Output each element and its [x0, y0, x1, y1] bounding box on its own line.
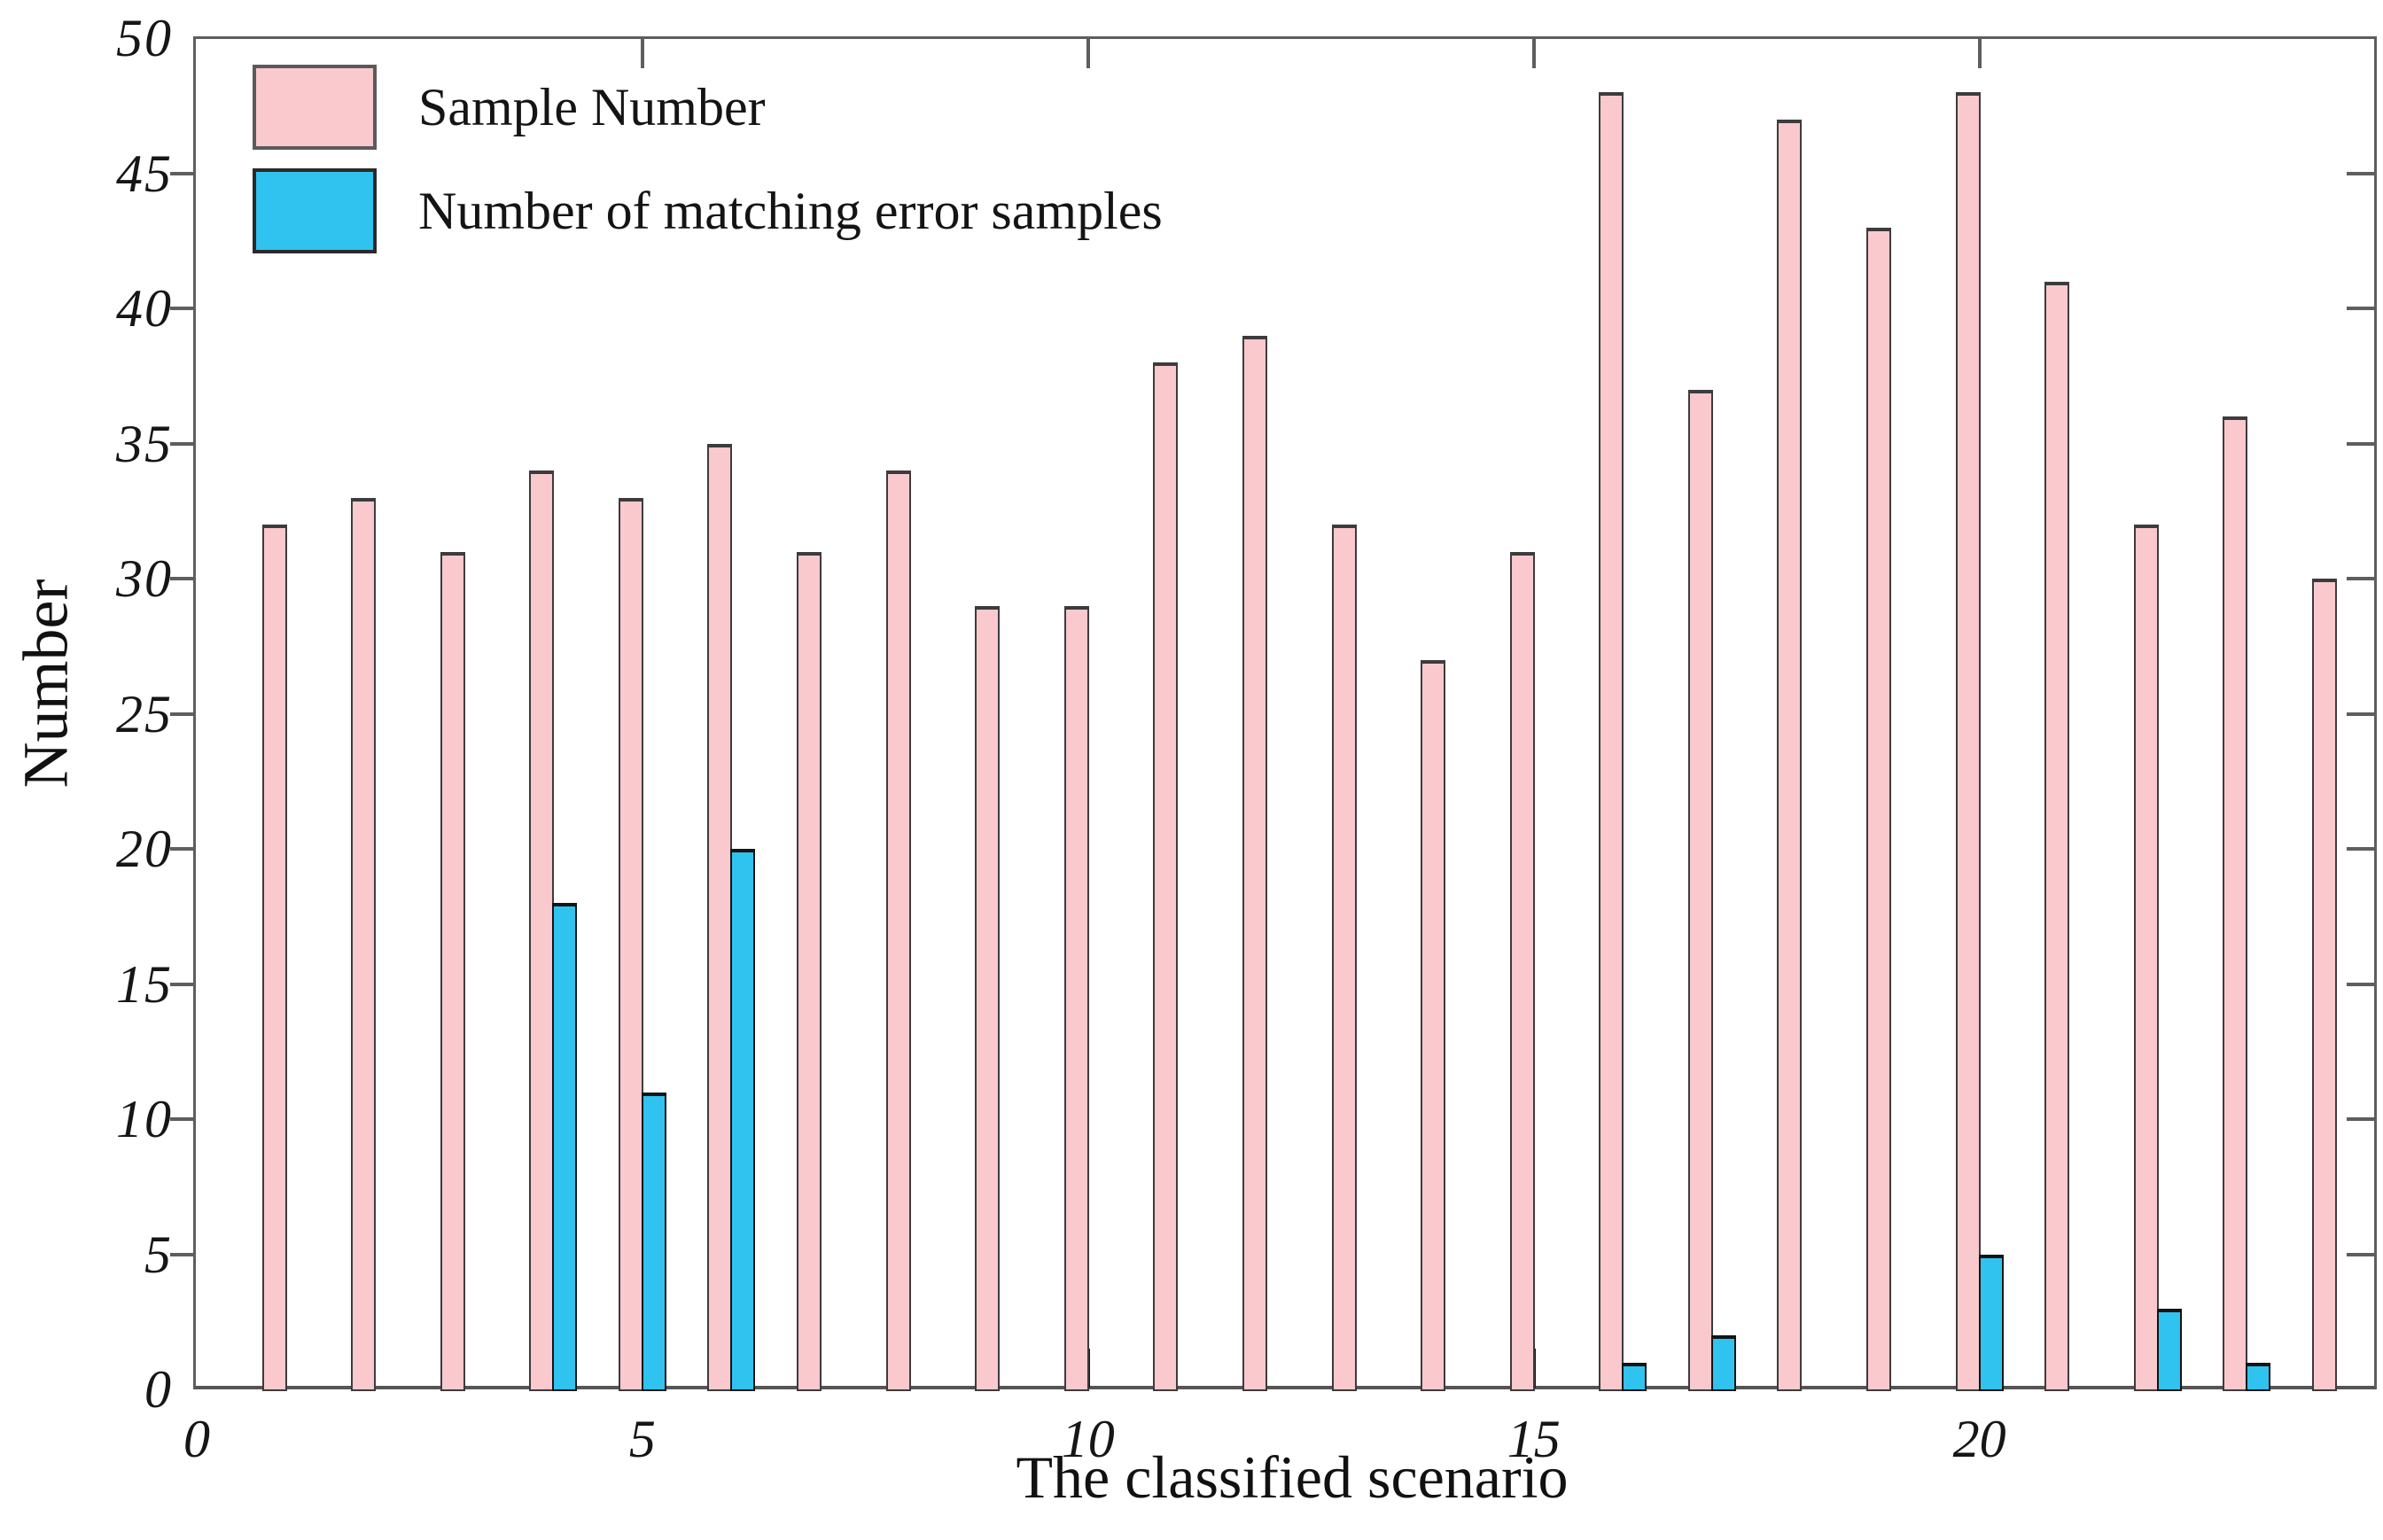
- y-tick-right-40: [2347, 307, 2377, 310]
- y-tick-label-5: 5: [144, 1225, 173, 1284]
- bar-sample-scenario-21: [2044, 281, 2070, 1391]
- x-tick-top-15: [1531, 38, 1536, 68]
- legend-label-sample-number: Sample Number: [418, 78, 766, 136]
- x-tick-label-0: 0: [183, 1410, 210, 1468]
- bar-error-scenario-20: [1978, 1254, 2004, 1391]
- x-tick-top-5: [640, 38, 644, 68]
- y-tick-left-40: [170, 307, 193, 310]
- x-tick-label-20: 20: [1952, 1410, 2006, 1468]
- bar-sample-scenario-16: [1599, 92, 1624, 1391]
- y-tick-label-45: 45: [116, 144, 173, 203]
- x-axis-title: The classified scenario: [1016, 1443, 1569, 1511]
- x-tick-top-10: [1086, 38, 1090, 68]
- y-tick-left-15: [170, 982, 193, 986]
- bar-sample-scenario-15: [1509, 551, 1535, 1391]
- bar-sample-scenario-9: [975, 605, 1001, 1391]
- x-tick-label-5: 5: [628, 1410, 656, 1468]
- y-tick-left-30: [170, 577, 193, 580]
- y-tick-right-5: [2347, 1252, 2377, 1256]
- bar-sample-scenario-22: [2133, 525, 2159, 1391]
- bar-sample-scenario-14: [1421, 659, 1446, 1391]
- y-tick-left-35: [170, 441, 193, 446]
- y-tick-left-20: [170, 847, 193, 851]
- bar-sample-scenario-23: [2223, 416, 2248, 1391]
- y-tick-right-45: [2347, 171, 2377, 175]
- legend-swatch-sample-number: [253, 65, 377, 150]
- y-tick-left-5: [170, 1252, 193, 1256]
- bar-sample-scenario-18: [1777, 119, 1803, 1391]
- bar-error-scenario-6: [730, 849, 756, 1391]
- bar-sample-scenario-8: [885, 471, 911, 1391]
- x-tick-label-15: 15: [1507, 1410, 1561, 1468]
- y-tick-label-30: 30: [116, 549, 173, 608]
- bar-error-scenario-5: [641, 1092, 666, 1391]
- y-tick-right-10: [2347, 1117, 2377, 1121]
- bar-sample-scenario-19: [1866, 227, 1892, 1391]
- x-tick-top-20: [1977, 38, 1982, 68]
- y-tick-label-35: 35: [116, 414, 173, 473]
- bar-sample-scenario-1: [261, 525, 287, 1391]
- y-tick-left-25: [170, 712, 193, 716]
- bar-error-scenario-23: [2246, 1362, 2271, 1391]
- bar-sample-scenario-3: [440, 551, 465, 1391]
- bar-sample-scenario-12: [1242, 335, 1267, 1391]
- y-tick-right-25: [2347, 712, 2377, 716]
- bar-sample-scenario-17: [1687, 389, 1713, 1391]
- bar-sample-scenario-2: [351, 497, 377, 1391]
- y-tick-label-40: 40: [116, 279, 173, 338]
- y-tick-label-15: 15: [116, 954, 173, 1014]
- bar-sample-scenario-10: [1063, 605, 1089, 1391]
- bar-sample-scenario-24: [2311, 579, 2337, 1391]
- bar-error-scenario-17: [1710, 1335, 1736, 1391]
- bar-error-scenario-16: [1622, 1362, 1647, 1391]
- bar-error-scenario-4: [552, 903, 578, 1391]
- y-tick-label-50: 50: [116, 9, 173, 67]
- bar-sample-scenario-20: [1955, 92, 1981, 1391]
- bar-sample-scenario-6: [707, 443, 733, 1391]
- y-tick-right-35: [2347, 441, 2377, 446]
- y-tick-label-25: 25: [116, 684, 173, 743]
- bar-error-scenario-22: [2156, 1308, 2182, 1391]
- legend-swatch-error-samples: [253, 168, 377, 253]
- bar-sample-scenario-4: [529, 471, 555, 1391]
- y-tick-left-45: [170, 171, 193, 175]
- bar-sample-scenario-13: [1331, 525, 1357, 1391]
- bar-sample-scenario-11: [1153, 362, 1179, 1391]
- bar-sample-scenario-7: [797, 551, 822, 1391]
- y-tick-right-30: [2347, 577, 2377, 580]
- y-tick-right-20: [2347, 847, 2377, 851]
- bar-sample-scenario-5: [618, 497, 643, 1391]
- x-tick-label-10: 10: [1061, 1410, 1115, 1468]
- y-tick-right-15: [2347, 982, 2377, 986]
- y-tick-label-10: 10: [116, 1090, 173, 1148]
- y-tick-left-10: [170, 1117, 193, 1121]
- y-tick-label-20: 20: [116, 820, 173, 878]
- y-tick-label-0: 0: [144, 1360, 173, 1419]
- legend-label-error-samples: Number of matching error samples: [418, 182, 1163, 240]
